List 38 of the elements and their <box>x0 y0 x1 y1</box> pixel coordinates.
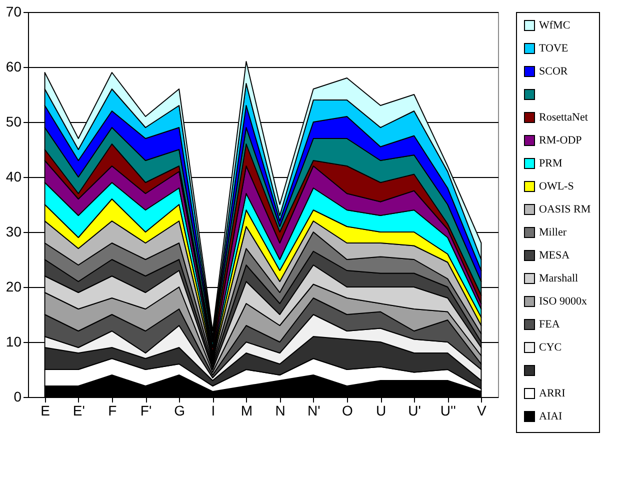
x-tick-label: M <box>240 402 253 418</box>
x-tick-label: U'' <box>440 402 456 418</box>
x-tick-label: V <box>477 402 488 418</box>
x-tick-label: F <box>108 402 117 418</box>
legend-label: FEA <box>539 318 560 330</box>
legend-label: Marshall <box>539 272 578 284</box>
x-tick-label: F' <box>140 402 152 418</box>
y-tick-label: 70 <box>6 4 22 20</box>
legend-label: PRM <box>539 158 562 170</box>
x-tick-label: N' <box>307 402 320 418</box>
legend-label: OASIS RM <box>539 204 591 216</box>
legend-label: RM-ODP <box>539 134 582 146</box>
x-tick-label: G <box>174 402 186 418</box>
legend-label: RosettaNet <box>539 112 588 124</box>
legend-label: CYC <box>539 342 562 354</box>
x-tick-label: I <box>211 402 216 418</box>
x-tick-label: E' <box>72 402 85 418</box>
y-tick-label: 60 <box>6 58 22 74</box>
legend-label: TOVE <box>539 42 568 54</box>
x-tick-label: U <box>376 402 386 418</box>
y-tick-label: 0 <box>14 388 22 404</box>
y-tick-label: 50 <box>6 114 22 130</box>
x-tick-label: N <box>275 402 286 418</box>
y-tick-label: 40 <box>6 168 22 184</box>
legend-label: SCOR <box>539 66 568 78</box>
y-tick-label: 30 <box>6 224 22 240</box>
legend-label: ISO 9000x <box>539 296 588 308</box>
legend-label: WfMC <box>539 20 570 32</box>
x-tick-label: E <box>40 402 50 418</box>
y-tick-label: 10 <box>6 334 22 350</box>
legend-label: OWL-S <box>539 180 574 192</box>
x-tick-label: U' <box>408 402 421 418</box>
legend-label: MESA <box>539 250 570 262</box>
x-tick-label: O <box>342 402 353 418</box>
y-tick-label: 20 <box>6 278 22 294</box>
legend-label: ARRI <box>539 388 566 400</box>
legend-label: AIAI <box>539 410 563 422</box>
legend-label: Miller <box>539 226 567 238</box>
